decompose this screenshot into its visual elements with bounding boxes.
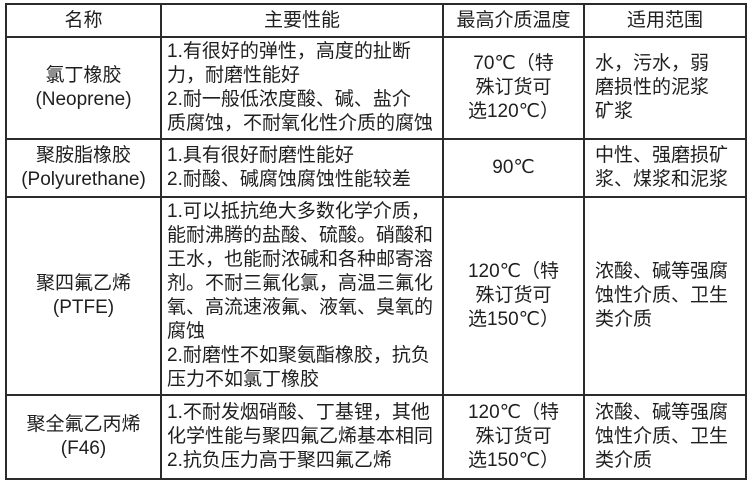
column-header-application: 适用范围 — [583, 3, 747, 38]
max-temp-cell: 70℃（特 殊订货可 选120℃） — [442, 36, 585, 140]
table-row: 氯丁橡胶 (Neoprene) 1.有很好的弹性，高度的扯断 力，耐磨性能好 2… — [5, 36, 747, 140]
lining-materials-table: 名称 主要性能 最高介质温度 适用范围 氯丁橡胶 (Neoprene) 1.有很… — [5, 3, 747, 480]
application-cell: 水，污水，弱 磨损性的泥浆 矿浆 — [583, 36, 747, 140]
material-name-cell: 聚全氟乙丙烯 (F46) — [5, 394, 162, 480]
material-name-cell: 聚四氟乙烯 (PTFE) — [5, 196, 162, 396]
max-temp-cell: 120℃（特 殊订货可 选150℃） — [442, 196, 585, 396]
table-header-row: 名称 主要性能 最高介质温度 适用范围 — [5, 3, 747, 38]
performance-cell: 1.有很好的弹性，高度的扯断 力，耐磨性能好 2.耐一般低浓度酸、碱、盐介 质腐… — [160, 36, 444, 140]
max-temp-cell: 90℃ — [442, 138, 585, 198]
performance-cell: 1.可以抵抗绝大多数化学介质， 能耐沸腾的盐酸、硫酸。硝酸和 王水，也能耐浓碱和… — [160, 196, 444, 396]
application-cell: 中性、强磨损矿 浆、煤浆和泥浆 — [583, 138, 747, 198]
material-name-cell: 氯丁橡胶 (Neoprene) — [5, 36, 162, 140]
table-row: 聚四氟乙烯 (PTFE) 1.可以抵抗绝大多数化学介质， 能耐沸腾的盐酸、硫酸。… — [5, 196, 747, 396]
material-name-cell: 聚胺脂橡胶 (Polyurethane) — [5, 138, 162, 198]
application-cell: 浓酸、碱等强腐 蚀性介质、卫生 类介质 — [583, 394, 747, 480]
application-cell: 浓酸、碱等强腐 蚀性介质、卫生 类介质 — [583, 196, 747, 396]
performance-cell: 1.具有很好耐磨性能好 2.耐酸、碱腐蚀腐蚀性能较差 — [160, 138, 444, 198]
column-header-performance: 主要性能 — [160, 3, 444, 38]
table-row: 聚全氟乙丙烯 (F46) 1.不耐发烟硝酸、丁基锂，其他 化学性能与聚四氟乙烯基… — [5, 394, 747, 480]
column-header-name: 名称 — [5, 3, 162, 38]
performance-cell: 1.不耐发烟硝酸、丁基锂，其他 化学性能与聚四氟乙烯基本相同 2.抗负压力高于聚… — [160, 394, 444, 480]
table-row: 聚胺脂橡胶 (Polyurethane) 1.具有很好耐磨性能好 2.耐酸、碱腐… — [5, 138, 747, 198]
column-header-max-temp: 最高介质温度 — [442, 3, 585, 38]
max-temp-cell: 120℃（特 殊订货可 选150℃） — [442, 394, 585, 480]
